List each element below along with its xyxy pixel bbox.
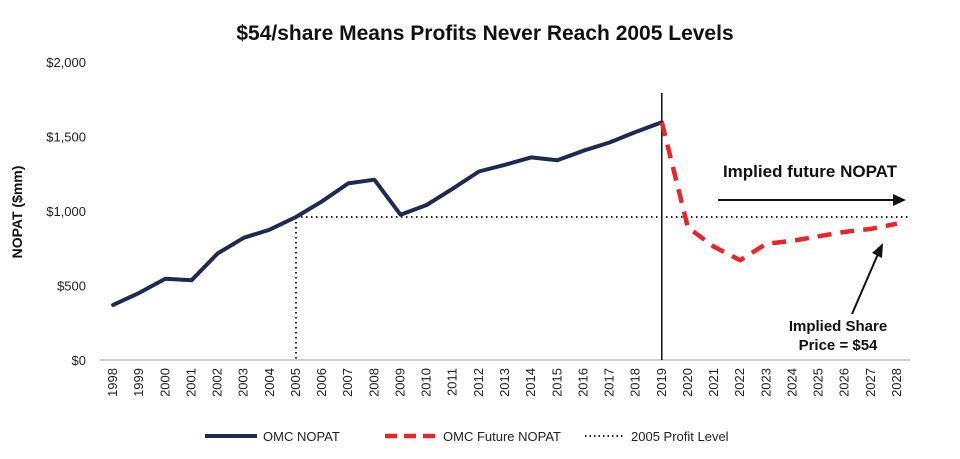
omc-nopat-line (111, 120, 664, 307)
x-tick-label: 2010 (419, 368, 434, 397)
x-tick-label: 2025 (811, 368, 826, 397)
implied-share-arrowhead (872, 243, 883, 258)
x-tick-label: 2000 (157, 368, 172, 397)
x-tick-label: 2021 (706, 368, 721, 397)
legend-label: 2005 Profit Level (631, 429, 729, 444)
x-tick-label: 2011 (445, 368, 460, 396)
y-tick-label: $500 (57, 279, 86, 294)
x-tick-label: 2026 (837, 368, 852, 397)
legend-omc-nopat: OMC NOPAT (205, 429, 340, 444)
x-tick-label: 2014 (523, 368, 538, 397)
series-lines (111, 120, 898, 307)
x-tick-label: 2017 (602, 368, 617, 397)
x-tick-label: 2023 (758, 368, 773, 397)
y-axis-label: NOPAT ($mm) (9, 166, 25, 259)
implied-share-arrow (851, 253, 879, 315)
x-tick-label: 2008 (366, 368, 381, 397)
omc-future-nopat-line (659, 121, 898, 263)
x-axis-ticks: 1998 1999 2000 2001 2002 2003 2004 2005 2006 2007… (100, 359, 910, 397)
implied-future-arrowhead (893, 194, 906, 206)
x-tick-label: 2020 (680, 368, 695, 397)
x-tick-label: 2024 (784, 368, 799, 397)
x-tick-label: 2009 (392, 368, 407, 397)
x-tick-label: 2016 (575, 368, 590, 397)
legend: OMC NOPAT OMC Future NOPAT 2005 Profit Lev… (205, 429, 729, 444)
y-axis-ticks: $0 $500 $1,000 $1,500 $2,000 (46, 55, 86, 368)
x-tick-label: 2018 (628, 368, 643, 397)
implied-share-price-label: Implied Share (789, 318, 887, 335)
x-tick-label: 2019 (654, 368, 669, 397)
x-tick-label: 1998 (105, 368, 120, 397)
x-tick-label: 2002 (210, 368, 225, 397)
annotations: Implied future NOPAT Implied Share Price =… (718, 162, 906, 354)
legend-omc-future-nopat: OMC Future NOPAT (385, 429, 561, 444)
x-tick-label: 2007 (340, 368, 355, 397)
legend-label: OMC Future NOPAT (443, 429, 561, 444)
x-tick-label: 2003 (236, 368, 251, 397)
y-tick-label: $2,000 (46, 55, 86, 70)
x-tick-label: 2022 (732, 368, 747, 397)
x-tick-label: 2005 (288, 368, 303, 397)
x-tick-label: 2015 (549, 368, 564, 397)
implied-share-price-label: Price = $54 (799, 337, 878, 354)
x-tick-label: 2027 (863, 368, 878, 397)
x-tick-label: 2001 (183, 368, 198, 397)
implied-future-nopat-label: Implied future NOPAT (723, 162, 898, 181)
legend-profit-level: 2005 Profit Level (585, 429, 729, 444)
chart-title: $54/share Means Profits Never Reach 2005… (236, 22, 733, 45)
x-tick-label: 2028 (889, 368, 904, 397)
x-tick-label: 2013 (497, 368, 512, 397)
x-tick-label: 1999 (131, 368, 146, 397)
y-tick-label: $1,000 (46, 204, 86, 219)
y-tick-label: $1,500 (46, 130, 86, 145)
x-tick-label: 2012 (471, 368, 486, 397)
legend-label: OMC NOPAT (263, 429, 340, 444)
x-tick-label: 2004 (262, 368, 277, 397)
guide-lines (294, 93, 909, 360)
x-tick-label: 2006 (314, 368, 329, 397)
y-tick-label: $0 (72, 353, 86, 368)
